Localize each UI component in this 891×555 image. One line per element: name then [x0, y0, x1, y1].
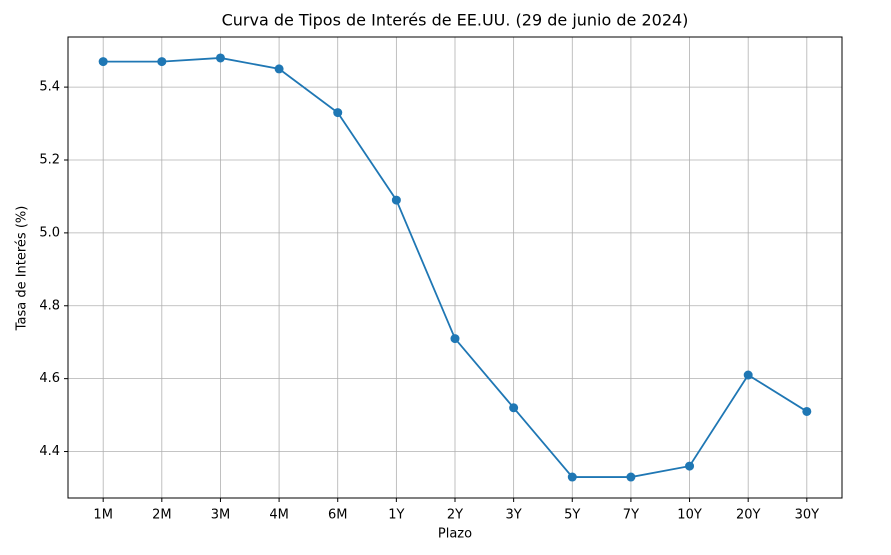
- marker: [215, 53, 225, 63]
- x-axis-label: Plazo: [438, 527, 472, 542]
- y-tick-label: 5.4: [39, 80, 60, 95]
- x-tick-label: 2Y: [447, 508, 463, 523]
- x-tick-label: 1Y: [388, 508, 404, 523]
- y-tick-label: 5.0: [39, 225, 60, 240]
- marker: [450, 334, 460, 344]
- marker: [567, 472, 577, 482]
- y-tick-label: 4.6: [39, 371, 60, 386]
- x-tick-label: 4M: [269, 508, 289, 523]
- y-tick-label: 4.4: [39, 444, 60, 459]
- y-tick-label: 5.2: [39, 152, 60, 167]
- y-axis-label: Tasa de Interés (%): [15, 206, 30, 332]
- marker: [333, 108, 343, 118]
- x-tick-label: 30Y: [795, 508, 820, 523]
- x-tick-label: 20Y: [736, 508, 761, 523]
- marker: [743, 370, 753, 380]
- x-tick-label: 6M: [328, 508, 348, 523]
- marker: [274, 64, 284, 74]
- marker: [626, 472, 636, 482]
- x-tick-label: 1M: [93, 508, 113, 523]
- x-tick-label: 3M: [211, 508, 231, 523]
- marker: [98, 57, 108, 67]
- y-tick-label: 4.8: [39, 298, 60, 313]
- marker: [157, 57, 167, 67]
- marker: [509, 403, 519, 413]
- marker: [685, 461, 695, 471]
- x-tick-label: 5Y: [564, 508, 580, 523]
- x-tick-label: 10Y: [677, 508, 702, 523]
- chart-title: Curva de Tipos de Interés de EE.UU. (29 …: [222, 11, 689, 30]
- plot-frame: [67, 36, 843, 499]
- x-tick-label: 3Y: [506, 508, 522, 523]
- marker: [391, 195, 401, 205]
- marker: [802, 406, 812, 416]
- x-tick-label: 7Y: [623, 508, 639, 523]
- x-tick-label: 2M: [152, 508, 172, 523]
